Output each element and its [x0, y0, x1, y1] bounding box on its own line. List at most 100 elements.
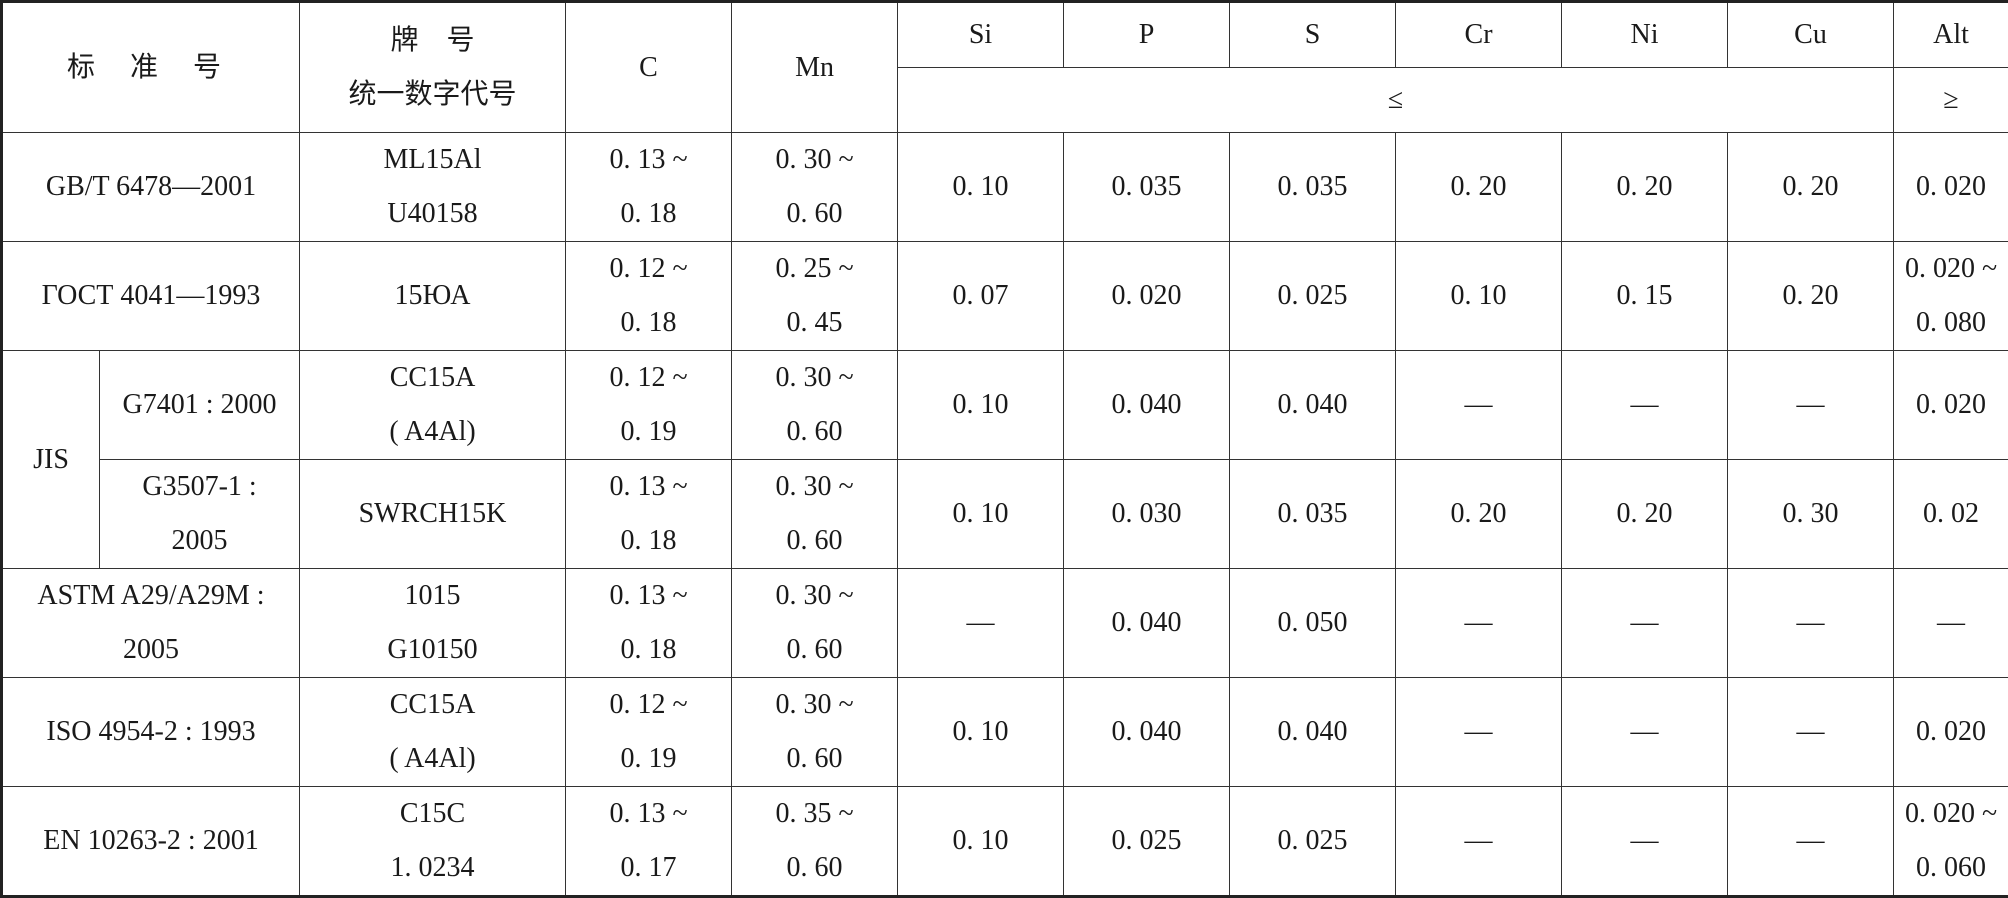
- header-c: C: [566, 2, 732, 133]
- mn-cell: 0. 30 ~0. 60: [732, 678, 898, 787]
- cu-cell: —: [1728, 351, 1894, 460]
- ni-cell: —: [1562, 787, 1728, 897]
- alt-cell: 0. 020: [1894, 678, 2008, 787]
- table-row: G3507-1 :2005 SWRCH15K 0. 13 ~0. 18 0. 3…: [2, 460, 2008, 569]
- alt-cell: 0. 020: [1894, 351, 2008, 460]
- cu-cell: —: [1728, 787, 1894, 897]
- mn-line: 0. 30 ~: [732, 678, 897, 732]
- mn-cell: 0. 30 ~0. 60: [732, 351, 898, 460]
- alt-cell: 0. 020 ~0. 080: [1894, 242, 2008, 351]
- mn-line: 0. 60: [732, 732, 897, 786]
- header-grade-line2: 统一数字代号: [300, 68, 565, 122]
- alt-line: 0. 020 ~: [1894, 787, 2008, 841]
- c-cell: 0. 13 ~0. 17: [566, 787, 732, 897]
- ni-cell: —: [1562, 678, 1728, 787]
- c-line: 0. 17: [566, 841, 731, 895]
- cu-cell: 0. 30: [1728, 460, 1894, 569]
- header-ni: Ni: [1562, 2, 1728, 68]
- mn-line: 0. 30 ~: [732, 133, 897, 187]
- cr-cell: 0. 10: [1396, 242, 1562, 351]
- mn-line: 0. 45: [732, 296, 897, 350]
- si-cell: 0. 10: [898, 460, 1064, 569]
- standard-line: ASTM A29/A29M :: [3, 569, 299, 623]
- standard-cell: ISO 4954-2 : 1993: [2, 678, 300, 787]
- header-cr: Cr: [1396, 2, 1562, 68]
- p-cell: 0. 025: [1064, 787, 1230, 897]
- grade-cell: CC15A( A4Al): [300, 351, 566, 460]
- standard-cell: ГОСТ 4041—1993: [2, 242, 300, 351]
- si-cell: 0. 10: [898, 133, 1064, 242]
- c-line: 0. 12 ~: [566, 242, 731, 296]
- table-row: JIS G7401 : 2000 CC15A( A4Al) 0. 12 ~0. …: [2, 351, 2008, 460]
- mn-cell: 0. 35 ~0. 60: [732, 787, 898, 897]
- s-cell: 0. 040: [1230, 678, 1396, 787]
- mn-line: 0. 60: [732, 623, 897, 677]
- mn-line: 0. 25 ~: [732, 242, 897, 296]
- s-cell: 0. 050: [1230, 569, 1396, 678]
- mn-cell: 0. 25 ~0. 45: [732, 242, 898, 351]
- grade-line: ML15Al: [300, 133, 565, 187]
- cu-cell: —: [1728, 569, 1894, 678]
- mn-line: 0. 60: [732, 187, 897, 241]
- ni-cell: 0. 20: [1562, 460, 1728, 569]
- s-cell: 0. 035: [1230, 460, 1396, 569]
- c-line: 0. 12 ~: [566, 351, 731, 405]
- c-line: 0. 13 ~: [566, 133, 731, 187]
- table-row: ISO 4954-2 : 1993 CC15A( A4Al) 0. 12 ~0.…: [2, 678, 2008, 787]
- c-line: 0. 18: [566, 187, 731, 241]
- si-cell: 0. 07: [898, 242, 1064, 351]
- standard-line: 2005: [100, 514, 299, 568]
- standard-cell: EN 10263-2 : 2001: [2, 787, 300, 897]
- c-line: 0. 19: [566, 405, 731, 459]
- p-cell: 0. 040: [1064, 569, 1230, 678]
- alt-cell: 0. 02: [1894, 460, 2008, 569]
- c-cell: 0. 12 ~0. 19: [566, 678, 732, 787]
- c-cell: 0. 12 ~0. 19: [566, 351, 732, 460]
- mn-line: 0. 60: [732, 514, 897, 568]
- mn-line: 0. 30 ~: [732, 569, 897, 623]
- c-line: 0. 13 ~: [566, 460, 731, 514]
- alt-cell: 0. 020 ~0. 060: [1894, 787, 2008, 897]
- grade-line: G10150: [300, 623, 565, 677]
- standard-line: 2005: [3, 623, 299, 677]
- header-p: P: [1064, 2, 1230, 68]
- c-line: 0. 13 ~: [566, 787, 731, 841]
- grade-line: U40158: [300, 187, 565, 241]
- header-standard: 标 准 号: [2, 2, 300, 133]
- grade-cell: CC15A( A4Al): [300, 678, 566, 787]
- alt-line: 0. 080: [1894, 296, 2008, 350]
- grade-line: C15C: [300, 787, 565, 841]
- c-line: 0. 18: [566, 623, 731, 677]
- c-cell: 0. 13 ~0. 18: [566, 460, 732, 569]
- grade-line: 1015: [300, 569, 565, 623]
- cr-cell: —: [1396, 569, 1562, 678]
- p-cell: 0. 040: [1064, 351, 1230, 460]
- standard-cell: ASTM A29/A29M :2005: [2, 569, 300, 678]
- header-grade-line1: 牌 号: [300, 14, 565, 68]
- p-cell: 0. 035: [1064, 133, 1230, 242]
- mn-line: 0. 30 ~: [732, 351, 897, 405]
- cr-cell: 0. 20: [1396, 133, 1562, 242]
- header-max-symbol: ≤: [898, 68, 1894, 133]
- standard-group-cell: JIS: [2, 351, 100, 569]
- cr-cell: 0. 20: [1396, 460, 1562, 569]
- mn-cell: 0. 30 ~0. 60: [732, 460, 898, 569]
- alt-cell: —: [1894, 569, 2008, 678]
- header-cu: Cu: [1728, 2, 1894, 68]
- mn-cell: 0. 30 ~0. 60: [732, 569, 898, 678]
- alt-line: 0. 020 ~: [1894, 242, 2008, 296]
- si-cell: 0. 10: [898, 678, 1064, 787]
- grade-line: ( A4Al): [300, 732, 565, 786]
- header-mn: Mn: [732, 2, 898, 133]
- c-line: 0. 18: [566, 296, 731, 350]
- s-cell: 0. 025: [1230, 242, 1396, 351]
- cr-cell: —: [1396, 351, 1562, 460]
- si-cell: 0. 10: [898, 787, 1064, 897]
- ni-cell: 0. 20: [1562, 133, 1728, 242]
- table-row: ГОСТ 4041—1993 15ЮА 0. 12 ~0. 18 0. 25 ~…: [2, 242, 2008, 351]
